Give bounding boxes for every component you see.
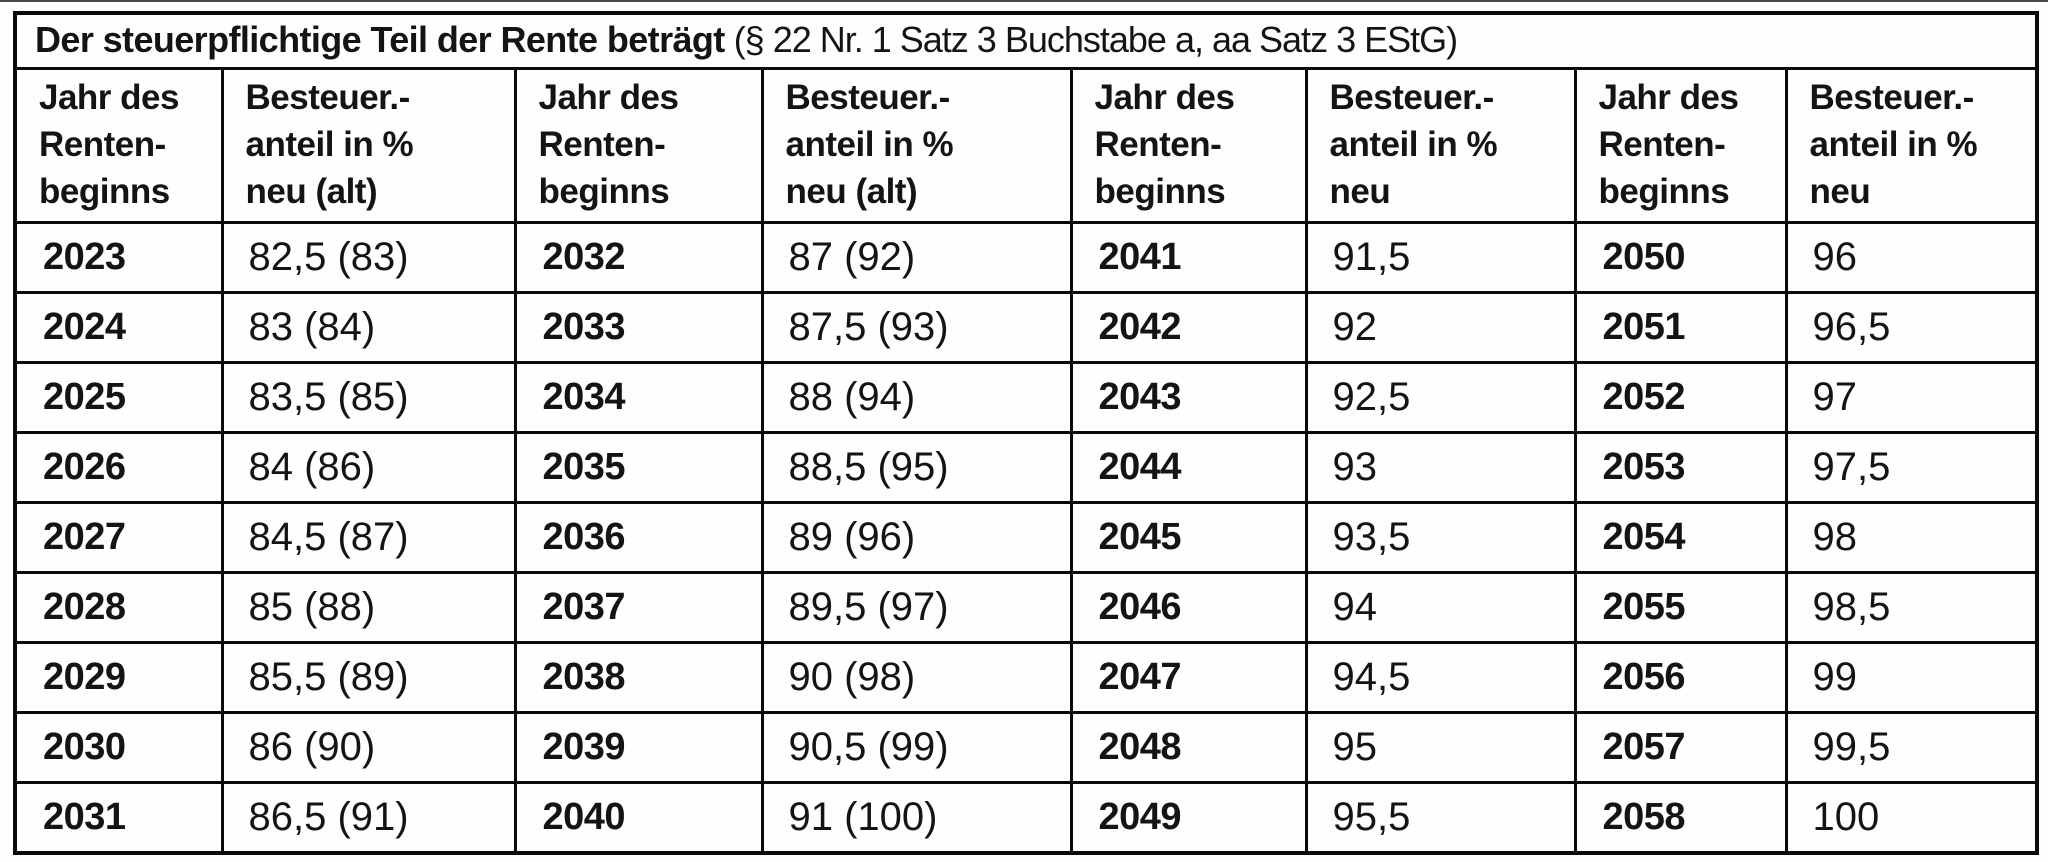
value-cell: 99,5 (1784, 711, 2039, 784)
year-cell: 2044 (1069, 431, 1308, 504)
year-cell: 2035 (513, 431, 764, 504)
value-cell: 86 (90) (220, 711, 517, 784)
value-cell: 94 (1304, 571, 1577, 644)
year-cell: 2033 (513, 291, 764, 364)
year-cell: 2049 (1069, 781, 1308, 855)
year-cell: 2053 (1573, 431, 1788, 504)
value-cell: 89 (96) (760, 501, 1073, 574)
year-cell: 2048 (1069, 711, 1308, 784)
year-cell: 2026 (13, 431, 224, 504)
year-cell: 2029 (13, 641, 224, 714)
table-row: 2027 84,5 (87) 2036 89 (96) 2045 93,5 20… (13, 501, 2039, 574)
year-cell: 2024 (13, 291, 224, 364)
value-cell: 87,5 (93) (760, 291, 1073, 364)
value-cell: 88,5 (95) (760, 431, 1073, 504)
year-cell: 2037 (513, 571, 764, 644)
year-cell: 2046 (1069, 571, 1308, 644)
year-cell: 2039 (513, 711, 764, 784)
year-cell: 2042 (1069, 291, 1308, 364)
value-cell: 93,5 (1304, 501, 1577, 574)
value-cell: 89,5 (97) (760, 571, 1073, 644)
year-cell: 2031 (13, 781, 224, 855)
table-row: 2029 85,5 (89) 2038 90 (98) 2047 94,5 20… (13, 641, 2039, 714)
title-row: Der steuerpflichtige Teil der Rente betr… (13, 11, 2039, 70)
value-cell: 91 (100) (760, 781, 1073, 855)
col-header-rentenbeginn-4: Jahr des Renten- beginns (1573, 67, 1788, 224)
col-header-rentenbeginn-2: Jahr des Renten- beginns (513, 67, 764, 224)
year-cell: 2043 (1069, 361, 1308, 434)
value-cell: 99 (1784, 641, 2039, 714)
value-cell: 82,5 (83) (220, 221, 517, 294)
year-cell: 2040 (513, 781, 764, 855)
column-header-row: Jahr des Renten- beginns Besteuer.- ante… (13, 67, 2039, 224)
year-cell: 2052 (1573, 361, 1788, 434)
pension-taxable-share-table: Der steuerpflichtige Teil der Rente betr… (13, 11, 2040, 855)
value-cell: 95 (1304, 711, 1577, 784)
value-cell: 84 (86) (220, 431, 517, 504)
value-cell: 100 (1784, 781, 2039, 855)
value-cell: 91,5 (1304, 221, 1577, 294)
value-cell: 95,5 (1304, 781, 1577, 855)
value-cell: 83,5 (85) (220, 361, 517, 434)
table-title-bold: Der steuerpflichtige Teil der Rente betr… (35, 19, 725, 60)
value-cell: 85,5 (89) (220, 641, 517, 714)
col-header-besteuerungsanteil-1: Besteuer.- anteil in % neu (alt) (220, 67, 517, 224)
table-row: 2031 86,5 (91) 2040 91 (100) 2049 95,5 2… (13, 781, 2039, 855)
year-cell: 2050 (1573, 221, 1788, 294)
value-cell: 92,5 (1304, 361, 1577, 434)
col-header-besteuerungsanteil-4: Besteuer.- anteil in % neu (1784, 67, 2039, 224)
year-cell: 2034 (513, 361, 764, 434)
year-cell: 2041 (1069, 221, 1308, 294)
year-cell: 2027 (13, 501, 224, 574)
year-cell: 2036 (513, 501, 764, 574)
table-row: 2028 85 (88) 2037 89,5 (97) 2046 94 2055… (13, 571, 2039, 644)
table-title: Der steuerpflichtige Teil der Rente betr… (13, 11, 2039, 70)
year-cell: 2047 (1069, 641, 1308, 714)
year-cell: 2030 (13, 711, 224, 784)
value-cell: 85 (88) (220, 571, 517, 644)
value-cell: 97,5 (1784, 431, 2039, 504)
table-row: 2025 83,5 (85) 2034 88 (94) 2043 92,5 20… (13, 361, 2039, 434)
year-cell: 2028 (13, 571, 224, 644)
year-cell: 2038 (513, 641, 764, 714)
year-cell: 2023 (13, 221, 224, 294)
value-cell: 96,5 (1784, 291, 2039, 364)
table-row: 2024 83 (84) 2033 87,5 (93) 2042 92 2051… (13, 291, 2039, 364)
col-header-rentenbeginn-3: Jahr des Renten- beginns (1069, 67, 1308, 224)
value-cell: 98 (1784, 501, 2039, 574)
year-cell: 2025 (13, 361, 224, 434)
value-cell: 83 (84) (220, 291, 517, 364)
value-cell: 93 (1304, 431, 1577, 504)
value-cell: 97 (1784, 361, 2039, 434)
value-cell: 94,5 (1304, 641, 1577, 714)
value-cell: 90,5 (99) (760, 711, 1073, 784)
value-cell: 87 (92) (760, 221, 1073, 294)
value-cell: 88 (94) (760, 361, 1073, 434)
year-cell: 2045 (1069, 501, 1308, 574)
scan-artifact-line (0, 0, 2048, 2)
table-row: 2026 84 (86) 2035 88,5 (95) 2044 93 2053… (13, 431, 2039, 504)
year-cell: 2032 (513, 221, 764, 294)
col-header-besteuerungsanteil-2: Besteuer.- anteil in % neu (alt) (760, 67, 1073, 224)
table-title-law-reference: (§ 22 Nr. 1 Satz 3 Buchstabe a, aa Satz … (724, 19, 1458, 60)
year-cell: 2051 (1573, 291, 1788, 364)
value-cell: 96 (1784, 221, 2039, 294)
table-row: 2023 82,5 (83) 2032 87 (92) 2041 91,5 20… (13, 221, 2039, 294)
col-header-rentenbeginn-1: Jahr des Renten- beginns (13, 67, 224, 224)
year-cell: 2058 (1573, 781, 1788, 855)
value-cell: 92 (1304, 291, 1577, 364)
value-cell: 90 (98) (760, 641, 1073, 714)
year-cell: 2057 (1573, 711, 1788, 784)
col-header-besteuerungsanteil-3: Besteuer.- anteil in % neu (1304, 67, 1577, 224)
value-cell: 86,5 (91) (220, 781, 517, 855)
value-cell: 98,5 (1784, 571, 2039, 644)
value-cell: 84,5 (87) (220, 501, 517, 574)
table-row: 2030 86 (90) 2039 90,5 (99) 2048 95 2057… (13, 711, 2039, 784)
year-cell: 2055 (1573, 571, 1788, 644)
year-cell: 2054 (1573, 501, 1788, 574)
year-cell: 2056 (1573, 641, 1788, 714)
